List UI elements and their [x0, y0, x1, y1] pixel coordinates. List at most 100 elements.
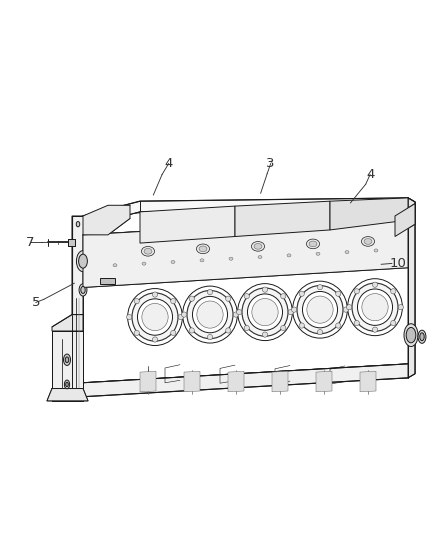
Ellipse shape: [307, 296, 333, 323]
Polygon shape: [184, 372, 200, 392]
Ellipse shape: [309, 241, 317, 247]
Ellipse shape: [189, 328, 194, 333]
Ellipse shape: [372, 327, 378, 332]
Polygon shape: [47, 389, 88, 401]
Ellipse shape: [262, 287, 268, 292]
Ellipse shape: [199, 246, 207, 252]
Ellipse shape: [79, 284, 87, 296]
Ellipse shape: [142, 262, 146, 265]
Ellipse shape: [251, 241, 265, 251]
Ellipse shape: [183, 286, 237, 343]
Ellipse shape: [348, 279, 403, 336]
Ellipse shape: [364, 239, 372, 244]
Ellipse shape: [299, 291, 304, 296]
Polygon shape: [72, 216, 83, 394]
Polygon shape: [72, 198, 415, 394]
Polygon shape: [52, 331, 83, 401]
Polygon shape: [395, 204, 415, 237]
Ellipse shape: [189, 296, 194, 301]
Ellipse shape: [374, 249, 378, 252]
Polygon shape: [235, 201, 330, 237]
Ellipse shape: [316, 252, 320, 255]
Ellipse shape: [247, 294, 283, 330]
Polygon shape: [83, 205, 130, 235]
Polygon shape: [408, 198, 415, 378]
Ellipse shape: [244, 294, 249, 299]
Polygon shape: [360, 372, 376, 392]
Ellipse shape: [262, 332, 268, 337]
Ellipse shape: [418, 330, 426, 343]
Ellipse shape: [238, 284, 293, 341]
Ellipse shape: [398, 304, 403, 310]
Text: 4: 4: [164, 157, 173, 170]
Ellipse shape: [141, 246, 155, 256]
Text: 3: 3: [266, 157, 275, 170]
Ellipse shape: [207, 289, 212, 295]
Ellipse shape: [226, 328, 231, 333]
Ellipse shape: [391, 320, 396, 326]
Ellipse shape: [207, 334, 212, 340]
Ellipse shape: [78, 254, 87, 268]
Ellipse shape: [336, 323, 341, 328]
Ellipse shape: [127, 314, 132, 320]
Ellipse shape: [352, 283, 398, 332]
Polygon shape: [83, 216, 408, 383]
Ellipse shape: [233, 312, 238, 317]
Ellipse shape: [229, 257, 233, 260]
Ellipse shape: [297, 286, 343, 334]
Polygon shape: [52, 314, 83, 331]
Ellipse shape: [66, 382, 68, 386]
Ellipse shape: [293, 281, 347, 338]
Polygon shape: [140, 206, 235, 243]
Ellipse shape: [134, 330, 139, 336]
Ellipse shape: [132, 293, 178, 341]
Ellipse shape: [420, 333, 424, 341]
Text: 5: 5: [32, 296, 40, 309]
Polygon shape: [140, 372, 156, 392]
Ellipse shape: [76, 251, 89, 272]
Polygon shape: [316, 372, 332, 392]
Ellipse shape: [303, 292, 338, 328]
Ellipse shape: [138, 299, 173, 335]
Ellipse shape: [192, 296, 227, 333]
Ellipse shape: [361, 237, 374, 246]
Ellipse shape: [181, 312, 187, 317]
Ellipse shape: [200, 259, 204, 262]
Ellipse shape: [345, 251, 349, 254]
Ellipse shape: [152, 292, 158, 297]
Polygon shape: [83, 364, 408, 397]
Ellipse shape: [406, 327, 416, 343]
Ellipse shape: [281, 294, 286, 299]
Ellipse shape: [391, 289, 396, 294]
Polygon shape: [100, 278, 115, 284]
Ellipse shape: [287, 254, 291, 257]
Ellipse shape: [336, 291, 341, 296]
Ellipse shape: [307, 239, 320, 249]
Text: 7: 7: [25, 236, 34, 249]
Ellipse shape: [299, 323, 304, 328]
Ellipse shape: [362, 294, 388, 321]
Ellipse shape: [354, 320, 359, 326]
Ellipse shape: [152, 337, 158, 342]
Ellipse shape: [142, 303, 168, 330]
Ellipse shape: [237, 310, 242, 314]
Ellipse shape: [113, 264, 117, 267]
Ellipse shape: [76, 222, 80, 227]
Ellipse shape: [144, 248, 152, 254]
Ellipse shape: [258, 255, 262, 259]
Ellipse shape: [171, 261, 175, 263]
Ellipse shape: [226, 296, 231, 301]
Ellipse shape: [288, 310, 293, 314]
Ellipse shape: [404, 324, 418, 346]
Ellipse shape: [343, 307, 349, 312]
Ellipse shape: [292, 307, 297, 312]
Ellipse shape: [346, 304, 352, 310]
Ellipse shape: [357, 289, 392, 325]
Ellipse shape: [64, 380, 70, 389]
Ellipse shape: [242, 288, 288, 336]
Ellipse shape: [171, 298, 176, 304]
Ellipse shape: [171, 330, 176, 336]
Text: 4: 4: [366, 168, 374, 181]
Polygon shape: [83, 216, 408, 287]
Ellipse shape: [252, 298, 278, 326]
